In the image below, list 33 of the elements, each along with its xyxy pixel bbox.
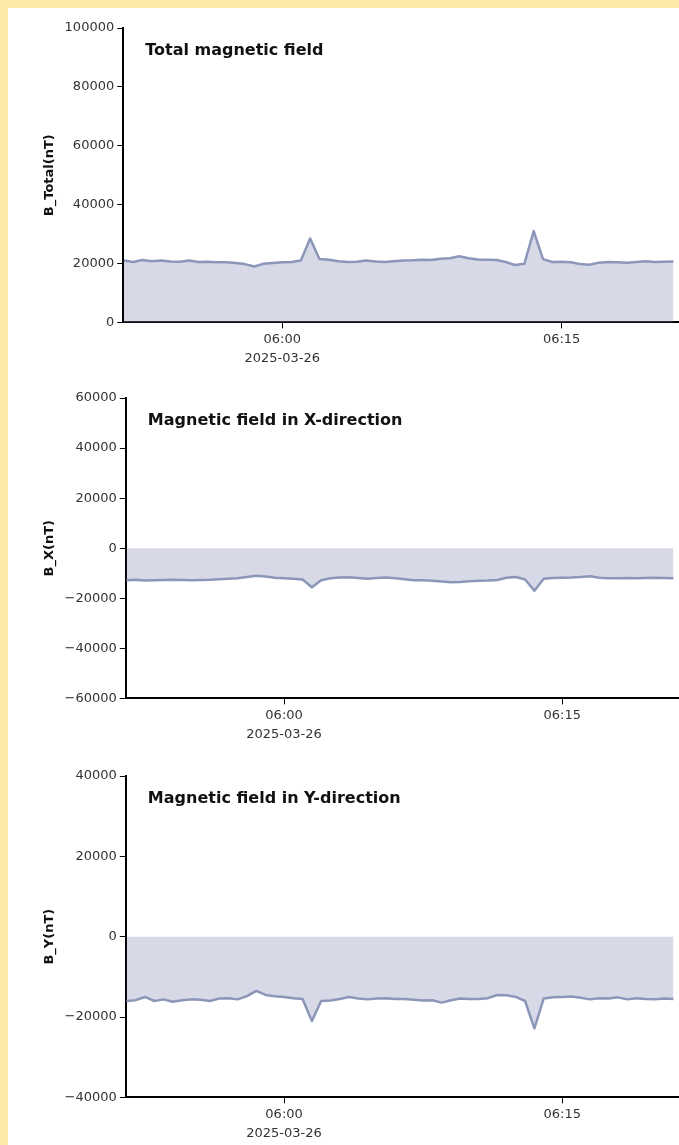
text: 2025-03-26	[246, 725, 322, 741]
x-tick-label: 06:15	[543, 706, 581, 722]
y-tick-label: 60000	[72, 137, 115, 153]
y-tick-label: 40000	[75, 767, 117, 783]
y-tick-label: 20000	[75, 489, 117, 505]
y-tick-label: 0	[108, 928, 117, 944]
y-tick-label: 20000	[72, 254, 115, 270]
x-tick-label: 06:15	[543, 1105, 581, 1121]
y-tick-label: −20000	[64, 589, 117, 605]
x-tick-label: 06:00	[265, 706, 303, 722]
y-tick-label: 40000	[75, 439, 117, 455]
x-tick-label: 06:00	[265, 1105, 303, 1121]
y-tick-label: −60000	[64, 689, 117, 705]
y-tick-label: 20000	[75, 847, 117, 863]
y-tick-label: 80000	[72, 78, 115, 94]
y-tick-label: −40000	[64, 1088, 117, 1104]
y-axis-title: B_X(nT)	[41, 519, 58, 577]
y-axis-title: B_Total(nT)	[41, 134, 58, 217]
y-axis-title: B_Y(nT)	[41, 908, 58, 965]
text: Total magnetic field	[145, 40, 324, 60]
text: Magnetic field in Y-direction	[147, 788, 401, 808]
x-tick-label: 06:00	[263, 330, 301, 346]
x-tick-label: 06:15	[542, 330, 581, 346]
text: 2025-03-26	[244, 349, 320, 365]
y-tick-label: 40000	[72, 196, 115, 212]
y-tick-label: −20000	[64, 1008, 117, 1024]
y-tick-label: 100000	[64, 19, 115, 35]
text: Magnetic field in X-direction	[147, 410, 403, 430]
text: 2025-03-26	[246, 1124, 322, 1140]
y-tick-label: 0	[108, 539, 117, 555]
y-tick-label: 60000	[75, 389, 117, 405]
y-tick-label: 0	[105, 313, 115, 329]
y-tick-label: −40000	[64, 639, 117, 655]
